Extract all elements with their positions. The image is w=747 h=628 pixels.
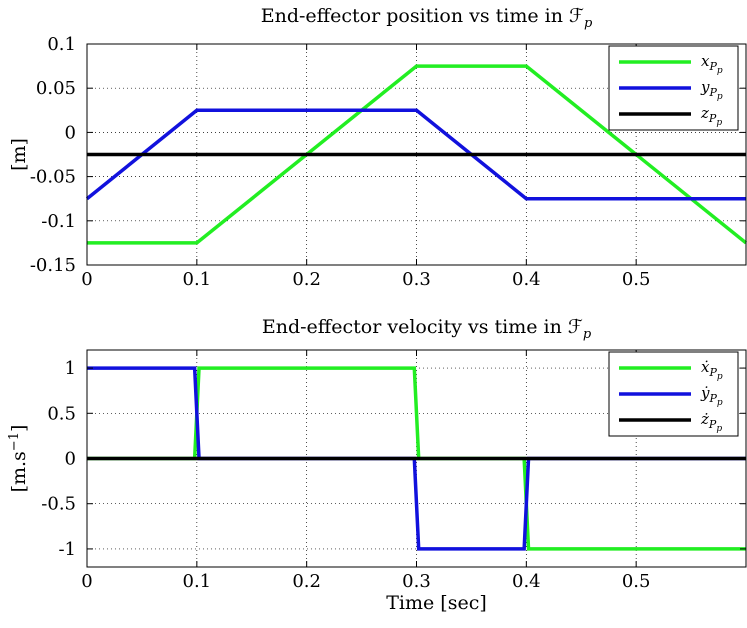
x-tick-label: 0.4 [512,571,541,592]
y-tick-label: -0.05 [30,167,76,188]
y-axis-label: [m.s−1] [7,425,30,493]
x-axis-label: Time [sec] [386,592,487,614]
y-tick-label: 0.1 [47,34,76,55]
y-tick-label: 1 [65,358,76,379]
y-tick-label: 0.05 [36,78,76,99]
y-axis-label: [m] [8,138,30,171]
x-tick-label: 0.3 [402,269,431,290]
x-tick-label: 0.5 [622,269,651,290]
y-tick-label: -1 [58,539,76,560]
chart-title: End-effector position vs time in ℱp [261,5,593,31]
y-tick-label: 0 [65,449,76,470]
x-tick-label: 0 [81,571,92,592]
x-tick-label: 0.4 [512,269,541,290]
x-tick-label: 0.1 [183,269,212,290]
series-line [87,366,746,551]
y-tick-label: -0.15 [30,255,76,276]
x-tick-label: 0.5 [622,571,651,592]
x-tick-label: 0.3 [402,571,431,592]
y-tick-label: 0.5 [47,403,76,424]
x-tick-label: 0.2 [292,269,321,290]
x-tick-label: 0.1 [183,571,212,592]
legend-label: xPp [701,52,723,76]
legend-label: żPp [700,410,722,434]
series-line [87,64,747,245]
legend-label: ẏPp [700,384,723,408]
legend-label: yPp [700,78,723,102]
position-chart: End-effector position vs time in ℱp 0 0.1 0… [8,5,747,290]
y-tick-label: 0 [65,122,76,143]
x-tick-label: 0.2 [292,571,321,592]
legend-label: ẋPp [701,358,723,382]
chart-title: End-effector velocity vs time in ℱp [262,316,592,342]
series-line [85,108,746,201]
series-line [87,366,746,551]
velocity-chart: End-effector velocity vs time in ℱp 0 0.1 0… [7,316,747,614]
legend-label: zPp [700,104,722,128]
y-tick-label: -0.1 [41,211,76,232]
x-tick-label: 0 [81,269,92,290]
y-tick-label: -0.5 [41,494,76,515]
